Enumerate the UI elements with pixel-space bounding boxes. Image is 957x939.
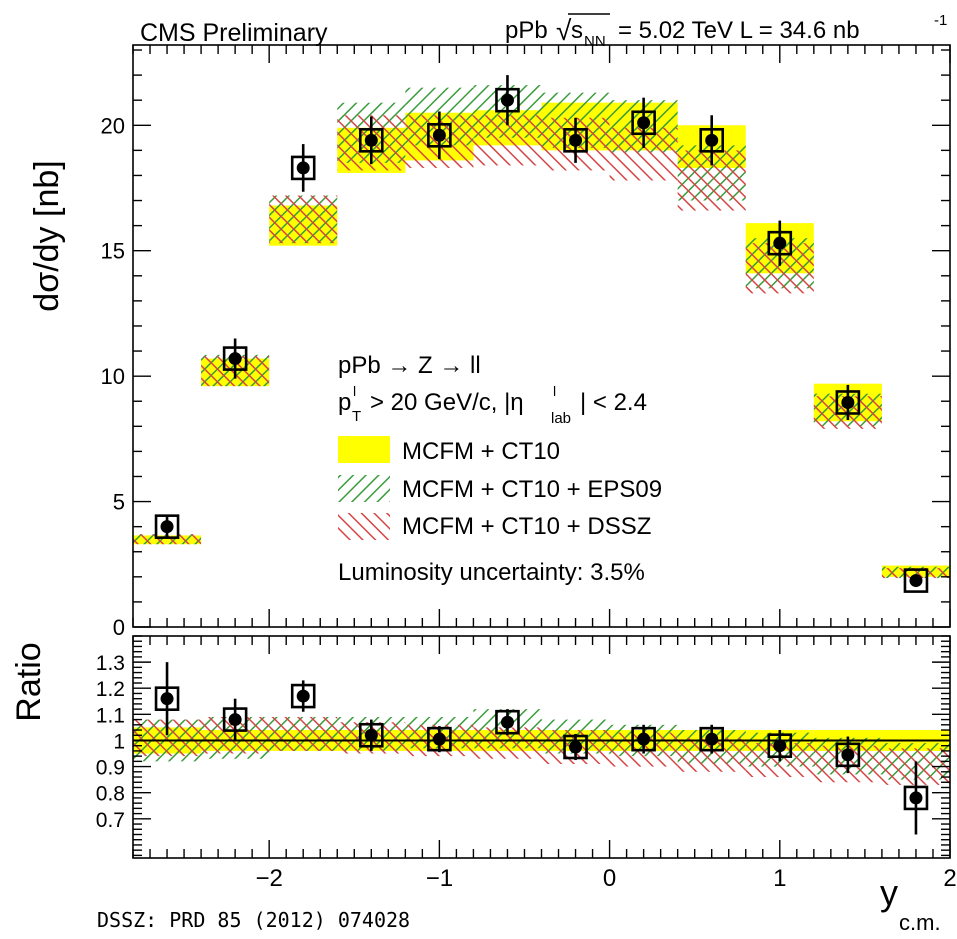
top-data-point-11: [909, 574, 922, 587]
top-data-point-10: [841, 396, 854, 409]
ratio-ytick-label: 0.9: [96, 757, 125, 780]
top-band-dssz-2: [269, 196, 337, 244]
ratio-ytick-label: 1: [113, 730, 125, 753]
luminosity-note: Luminosity uncertainty: 3.5%: [338, 559, 645, 586]
top-data-point-4: [433, 129, 446, 142]
ratio-data-point-9: [773, 739, 786, 752]
sqrt-arg: s: [571, 17, 583, 44]
cross-section-panel: 0 5 10 15 20: [101, 45, 950, 640]
ratio-band-dssz-2: [269, 717, 337, 751]
ratio-ytick-label: 1.1: [96, 704, 125, 727]
xlabel-sub: c.m.: [899, 910, 941, 935]
ratio-data-point-11: [909, 791, 922, 804]
ratio-ytick-label: 1.3: [96, 652, 125, 675]
cut-mid: > 20 GeV/c, |η: [370, 389, 524, 416]
cut-p-sup: l: [353, 383, 356, 399]
theory-bands: [133, 85, 950, 578]
top-data-point-2: [297, 161, 310, 174]
top-ytick-label: 20: [101, 113, 125, 138]
legend-swatch-eps09: [338, 475, 390, 502]
top-ytick-label: 0: [113, 615, 125, 640]
cut-eta-sup: l: [553, 383, 556, 399]
xtick-label: 2: [943, 865, 956, 892]
ratio-ytick-label: 0.8: [96, 783, 125, 806]
xtick-label: −1: [426, 865, 453, 892]
top-data-point-0: [161, 520, 174, 533]
ratio-data-point-8: [705, 733, 718, 746]
xlabel: y: [880, 872, 898, 913]
sqrt-sub: NN: [584, 33, 606, 50]
system-label: pPb: [505, 17, 548, 44]
top-data-point-5: [501, 94, 514, 107]
xtick-label: 0: [603, 865, 616, 892]
energy-lumi: = 5.02 TeV L = 34.6 nb: [618, 17, 860, 44]
top-ytick-label: 15: [101, 239, 125, 264]
ratio-data-point-2: [297, 690, 310, 703]
lumi-exponent: -1: [934, 12, 947, 29]
legend-label-ct10: MCFM + CT10: [402, 438, 560, 465]
reference-footer: DSSZ: PRD 85 (2012) 074028: [97, 908, 410, 932]
selection-annotation: pPb → Z → ll p l T > 20 GeV/c, |η l lab …: [338, 352, 647, 427]
ratio-data-point-3: [365, 729, 378, 742]
top-data-point-6: [569, 134, 582, 147]
ratio-panel: 0.7 0.8 0.9 1 1.1 1.2 1.3 −2 −1 0 1 2: [96, 636, 957, 892]
xtick-label: −2: [255, 865, 282, 892]
legend-label-eps09: MCFM + CT10 + EPS09: [402, 476, 662, 503]
top-ylabel: dσ/dy [nb]: [28, 160, 66, 311]
sqrt-symbol: √: [556, 15, 572, 46]
ratio-data-point-6: [569, 741, 582, 754]
experiment-label: CMS Preliminary: [140, 19, 328, 47]
process-label: pPb → Z → ll: [338, 352, 481, 379]
legend-swatch-dssz: [338, 513, 390, 540]
ratio-ytick-label: 1.2: [96, 678, 125, 701]
top-ytick-label: 5: [113, 490, 125, 515]
ratio-data-point-1: [229, 713, 242, 726]
legend-label-dssz: MCFM + CT10 + DSSZ: [402, 513, 651, 540]
ratio-bands: [133, 709, 950, 785]
cut-eta-sub: lab: [551, 410, 571, 427]
ratio-data-point-0: [161, 692, 174, 705]
cut-end: | < 2.4: [580, 389, 647, 416]
top-data-point-9: [773, 237, 786, 250]
ratio-ylabel: Ratio: [10, 642, 48, 721]
top-data-point-1: [229, 352, 242, 365]
ratio-data-point-10: [841, 748, 854, 761]
cut-p-sub: T: [352, 408, 361, 425]
top-data-point-8: [705, 134, 718, 147]
cut-p: p: [338, 389, 351, 416]
top-data-point-3: [365, 134, 378, 147]
ratio-data-point-5: [501, 716, 514, 729]
ratio-data-point-7: [637, 733, 650, 746]
ratio-data-point-4: [433, 733, 446, 746]
top-ytick-label: 10: [101, 364, 125, 389]
ratio-ytick-label: 0.7: [96, 809, 125, 832]
legend-swatch-ct10: [338, 436, 390, 463]
legend: MCFM + CT10 MCFM + CT10 + EPS09 MCFM + C…: [338, 436, 662, 540]
xtick-label: 1: [773, 865, 786, 892]
top-data-point-7: [637, 116, 650, 129]
